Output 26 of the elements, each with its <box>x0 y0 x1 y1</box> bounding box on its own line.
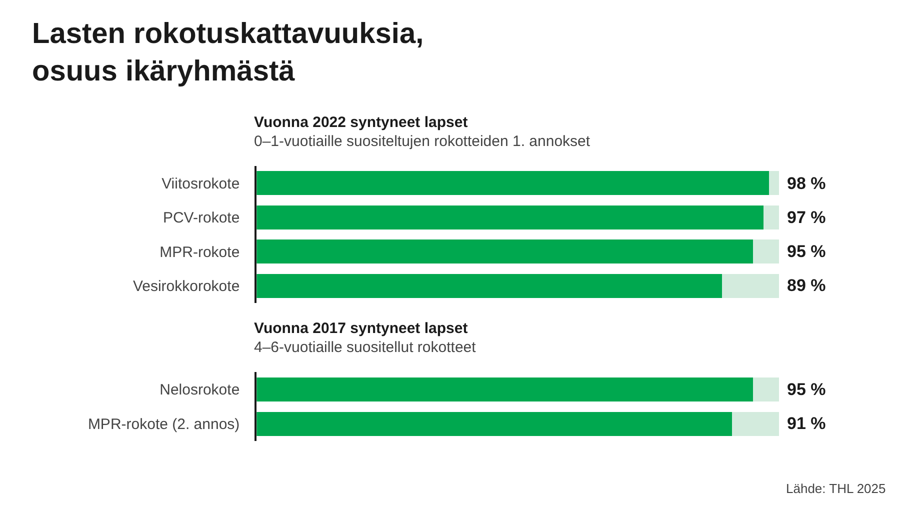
bar <box>256 205 764 230</box>
data-label: 91 % <box>787 414 826 433</box>
bar <box>764 205 780 230</box>
data-label: 95 % <box>787 242 826 261</box>
y-tick-label: MPR-rokote (2. annos) <box>88 416 240 434</box>
chart-title: Vuonna 2022 syntyneet lapset <box>254 114 468 131</box>
bar <box>256 274 722 298</box>
text: Lähde: THL 2025 <box>786 481 886 496</box>
data-label: 89 % <box>787 276 826 295</box>
chart-subtitle: 4–6-vuotiaille suositellut rokotteet <box>254 339 477 356</box>
bar <box>768 171 780 196</box>
data-label: 95 % <box>787 380 826 399</box>
chart-title: Vuonna 2017 syntyneet lapset <box>254 320 468 337</box>
text: Lasten rokotuskattavuuksia, osuus ikäryhmästä <box>32 18 424 88</box>
y-tick-label: Vesirokkorokote <box>132 278 240 296</box>
data-label: 97 % <box>787 208 826 227</box>
bar <box>256 240 754 264</box>
y-tick-label: MPR-rokote <box>160 244 240 261</box>
y-tick-label: Nelosrokote <box>160 382 240 399</box>
y-tick-label: Viitosrokote <box>162 175 240 192</box>
bar <box>256 171 769 196</box>
bar <box>753 240 780 264</box>
bar <box>722 274 780 298</box>
data-label: 98 % <box>787 174 826 193</box>
chart-subtitle: 0–1-vuotiaille suositeltujen rokotteiden 1. annokset <box>254 133 591 150</box>
y-tick-label: PCV-rokote <box>162 210 240 227</box>
